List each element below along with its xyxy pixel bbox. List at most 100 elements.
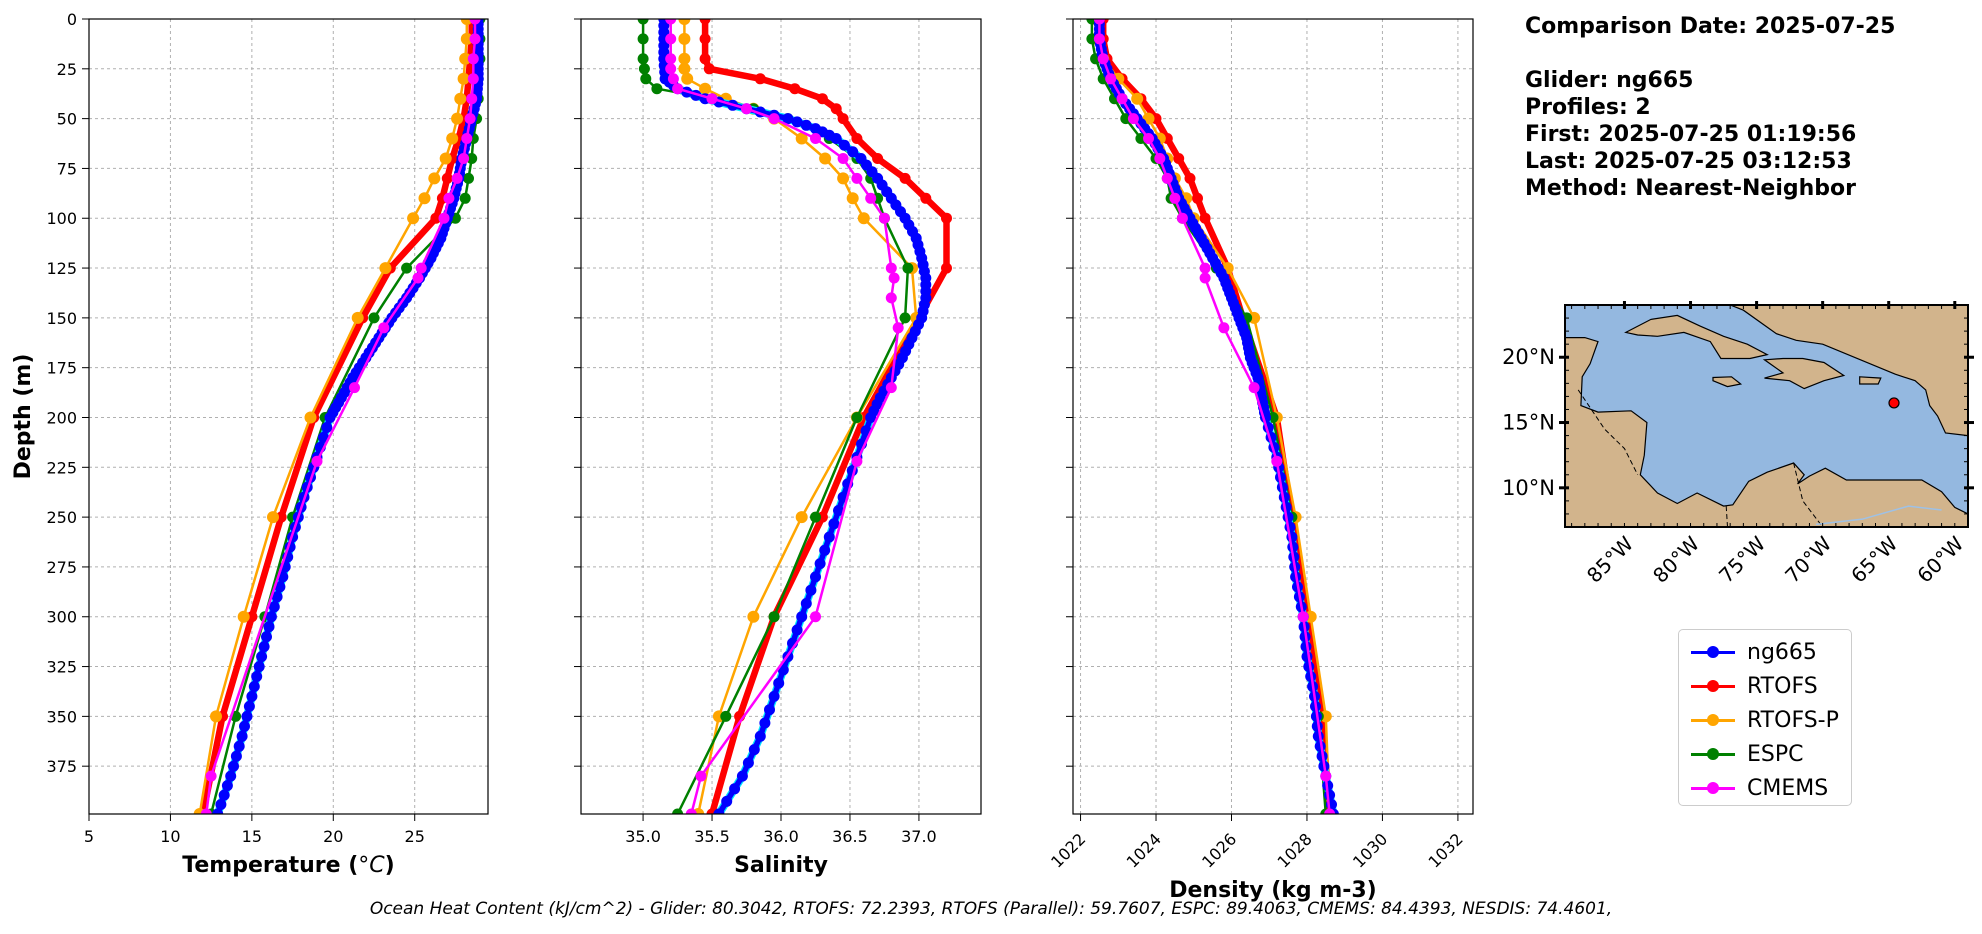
data-point-cmems <box>1143 133 1154 144</box>
x-tick-label: 25 <box>405 827 425 846</box>
last-profile-time: Last: 2025-07-25 03:12:53 <box>1525 149 1852 174</box>
map-lon-label: 80°W <box>1648 531 1704 587</box>
data-point-rtofs-p <box>795 511 808 524</box>
ocean-heat-content-caption: Ocean Heat Content (kJ/cm^2) - Glider: 8… <box>0 899 1982 919</box>
data-point-rtofs <box>699 33 711 45</box>
data-point-ng665 <box>233 740 245 752</box>
legend-item-rtofs-p: RTOFS-P <box>1687 703 1839 737</box>
legend-label: CMEMS <box>1747 775 1829 801</box>
data-point-rtofs <box>699 19 711 25</box>
x-axis-label: Salinity <box>734 853 828 878</box>
data-point-cmems <box>466 93 478 105</box>
y-tick-label: 150 <box>46 309 77 328</box>
data-point-ng665 <box>228 760 239 772</box>
data-point-cmems <box>885 262 897 274</box>
x-tick-label: 1022 <box>1047 829 1089 871</box>
series-line-cmems <box>205 19 477 814</box>
data-point-cmems <box>1218 322 1230 334</box>
map-lat-label: 20°N <box>1502 345 1555 369</box>
x-axis-label: Density (kg m-3) <box>1169 878 1377 903</box>
data-point-cmems <box>665 63 677 75</box>
x-tick-label: 10 <box>160 827 180 846</box>
data-point-cmems <box>1176 212 1188 224</box>
data-point-cmems <box>1154 153 1166 164</box>
data-point-espc <box>720 710 732 722</box>
data-point-ng665 <box>1312 730 1324 742</box>
data-point-rtofs-p <box>837 172 850 185</box>
data-point-espc <box>651 83 663 95</box>
data-point-cmems <box>672 83 684 95</box>
data-point-espc <box>637 53 649 65</box>
unit-degree: °C <box>358 853 385 878</box>
data-point-ng665 <box>236 730 248 742</box>
data-point-espc <box>851 412 863 423</box>
data-point-ng665 <box>263 621 275 633</box>
legend-label: RTOFS <box>1747 673 1818 699</box>
data-point-rtofs <box>275 511 287 523</box>
series-line-ng665-shadow <box>1095 19 1338 814</box>
data-point-cmems <box>810 611 821 623</box>
data-point-cmems <box>667 73 679 85</box>
data-point-cmems <box>1105 73 1117 85</box>
data-point-cmems <box>1248 382 1260 394</box>
data-point-rtofs-p <box>457 72 470 85</box>
data-point-rtofs-p <box>678 32 691 45</box>
data-point-ng665 <box>828 518 840 530</box>
data-point-rtofs-p <box>379 262 392 275</box>
data-point-rtofs <box>899 172 911 184</box>
data-point-ng665 <box>321 422 333 433</box>
y-tick-label: 175 <box>46 359 77 378</box>
data-point-rtofs-p <box>678 19 691 25</box>
x-tick-label: 15 <box>242 827 262 846</box>
data-point-ng665 <box>814 558 826 570</box>
border-panama-colombia <box>1725 506 1728 527</box>
data-point-ng665 <box>759 717 771 729</box>
lesser-antilles-arc <box>1729 305 1968 437</box>
data-point-cmems <box>1116 93 1128 105</box>
legend-item-espc: ESPC <box>1687 737 1804 771</box>
data-point-cmems <box>851 455 863 467</box>
y-tick-label: 225 <box>46 458 77 477</box>
axes-frame <box>1072 18 1474 815</box>
data-point-rtofs <box>430 212 442 224</box>
data-point-ng665 <box>800 119 812 131</box>
data-point-ng665 <box>241 710 253 722</box>
data-point-cmems <box>443 192 455 204</box>
data-point-rtofs-p <box>267 511 279 524</box>
x-axis-label: Temperature (°C) <box>182 853 394 878</box>
data-point-cmems <box>768 113 780 125</box>
legend-dot <box>1707 782 1719 794</box>
data-point-cmems <box>665 19 677 25</box>
data-point-rtofs-p <box>428 172 441 185</box>
data-point-cmems <box>1271 455 1283 467</box>
data-point-espc <box>401 262 413 274</box>
data-point-rtofs-p <box>451 112 464 125</box>
data-point-rtofs-p <box>678 52 691 65</box>
series-line-cmems <box>1098 19 1331 814</box>
data-point-ng665 <box>261 631 272 643</box>
data-point-ng665 <box>810 571 821 583</box>
data-point-cmems <box>1097 53 1109 65</box>
y-tick-label: 200 <box>46 408 77 427</box>
data-point-cmems <box>1093 19 1105 25</box>
series-line-ng665 <box>661 19 929 814</box>
map-lat-label: 15°N <box>1502 411 1555 435</box>
data-point-rtofs-p <box>407 212 420 225</box>
data-point-espc <box>768 611 780 623</box>
series-line-rtofs-p <box>1094 19 1331 814</box>
y-tick-label: 25 <box>57 60 77 79</box>
data-point-cmems <box>200 808 212 814</box>
data-point-cmems <box>741 103 752 115</box>
data-point-cmems <box>837 153 849 164</box>
y-tick-label: 75 <box>57 159 77 178</box>
data-point-ng665 <box>721 795 733 807</box>
location-map: 85°W 80°W 75°W 70°W 65°W 60°W 20°N 15°N 10°N <box>1502 301 1974 588</box>
data-point-cmems <box>685 808 697 814</box>
salinity-panel: 35.0 35.5 36.0 36.5 37.0 Salinity <box>574 18 982 878</box>
x-tick-label: 1030 <box>1349 829 1391 871</box>
map-lat-label: 10°N <box>1502 476 1555 500</box>
data-point-rtofs-p <box>210 710 222 723</box>
caption-text: Ocean Heat Content (kJ/cm^2) - Glider: 8… <box>369 899 1613 919</box>
series-line-ng665-shadow <box>659 19 930 814</box>
